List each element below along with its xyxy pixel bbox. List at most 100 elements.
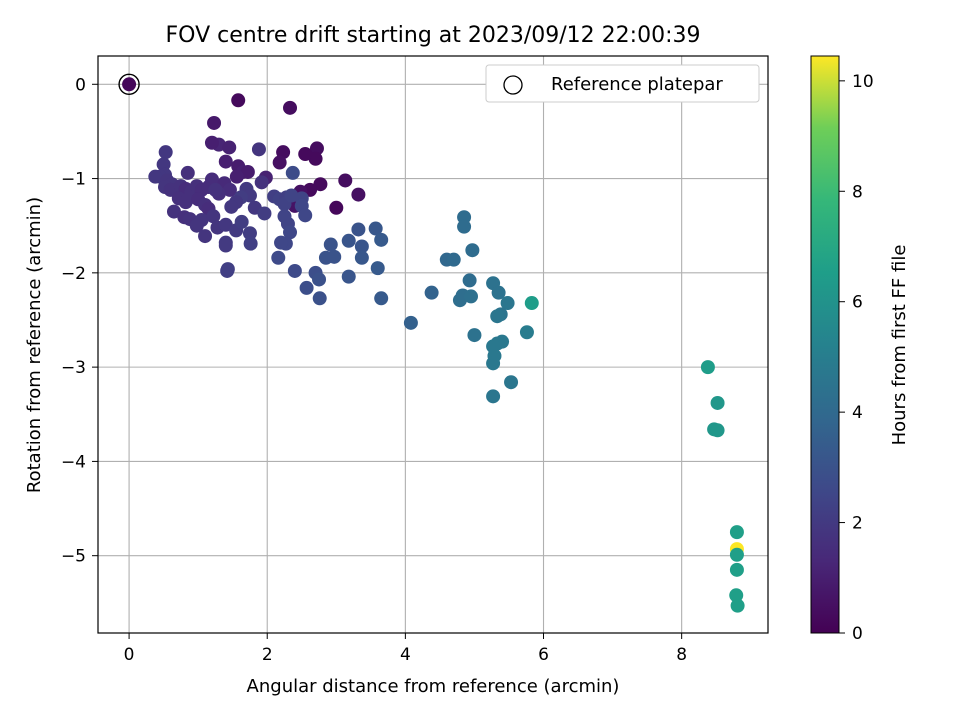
data-point	[500, 296, 515, 311]
data-point	[254, 175, 269, 190]
data-point	[231, 93, 246, 108]
data-point	[218, 238, 233, 253]
data-point	[491, 285, 506, 300]
legend: Reference platepar	[485, 64, 760, 103]
data-point	[207, 115, 222, 130]
data-point	[710, 395, 725, 410]
data-point	[329, 200, 344, 215]
data-point	[312, 272, 327, 287]
data-point	[403, 315, 418, 330]
data-point	[729, 588, 744, 603]
colorbar-tick-label: 4	[852, 403, 863, 423]
data-point	[490, 309, 505, 324]
data-point	[462, 273, 477, 288]
x-tick-label: 6	[538, 645, 549, 665]
data-point	[341, 233, 356, 248]
data-point	[452, 293, 467, 308]
x-tick-label: 0	[124, 645, 135, 665]
y-tick-label: −5	[61, 547, 86, 567]
data-point	[206, 209, 221, 224]
data-point	[729, 525, 744, 540]
data-point	[486, 389, 501, 404]
plot-frame	[97, 55, 769, 634]
data-point	[313, 177, 328, 192]
data-point	[298, 208, 313, 223]
y-axis-ticks: 0 −1 −2 −3 −4 −5	[61, 75, 98, 567]
data-point	[729, 562, 744, 577]
plot-area: 0 2 4 6 8 0 −1 −2 −3 −4 −5	[61, 55, 769, 665]
colorbar-ticks: 0 2 4 6 8 10	[839, 72, 874, 644]
data-point	[309, 141, 324, 156]
data-point	[222, 182, 237, 197]
data-point	[463, 289, 478, 304]
data-point	[338, 173, 353, 188]
data-point	[374, 232, 389, 247]
data-point	[156, 157, 171, 172]
data-point	[354, 250, 369, 265]
data-point	[710, 423, 725, 438]
data-point	[204, 135, 219, 150]
data-point	[467, 328, 482, 343]
data-point	[274, 235, 289, 250]
x-tick-label: 2	[262, 645, 273, 665]
colorbar: 0 2 4 6 8 10 Hours from first FF file	[810, 55, 910, 644]
data-point	[370, 261, 385, 276]
y-tick-label: −3	[61, 358, 86, 378]
reference-platepar-marker	[118, 73, 140, 95]
data-point	[220, 262, 235, 277]
data-point	[374, 291, 389, 306]
data-point	[504, 375, 519, 390]
data-point	[283, 100, 298, 115]
data-point	[351, 187, 366, 202]
x-axis-ticks: 0 2 4 6 8	[124, 633, 687, 665]
data-point	[524, 296, 539, 311]
colorbar-tick-label: 10	[852, 72, 874, 92]
data-point	[299, 280, 314, 295]
data-point	[285, 165, 300, 180]
data-point	[240, 164, 255, 179]
data-point	[351, 222, 366, 237]
colorbar-label: Hours from first FF file	[889, 245, 910, 446]
data-point	[341, 269, 356, 284]
data-point	[158, 145, 173, 160]
colorbar-tick-label: 6	[852, 293, 863, 313]
data-point	[122, 77, 137, 92]
data-point	[208, 182, 223, 197]
data-point	[272, 155, 287, 170]
data-point	[327, 249, 342, 264]
data-point	[218, 217, 233, 232]
data-point	[368, 221, 383, 236]
data-point	[166, 204, 181, 219]
x-tick-label: 8	[676, 645, 687, 665]
data-point	[424, 285, 439, 300]
data-points	[118, 73, 745, 613]
data-point	[198, 229, 213, 244]
data-point	[465, 243, 480, 258]
legend-label: Reference platepar	[551, 74, 723, 95]
data-point	[189, 218, 204, 233]
grid-lines	[98, 56, 768, 633]
y-tick-label: −1	[61, 170, 86, 190]
chart-title: FOV centre drift starting at 2023/09/12 …	[166, 23, 701, 48]
data-point	[243, 236, 258, 251]
data-point	[519, 325, 534, 340]
data-point	[446, 252, 461, 267]
y-tick-label: 0	[75, 75, 86, 95]
x-axis-label: Angular distance from reference (arcmin)	[247, 676, 620, 697]
data-point	[242, 226, 257, 241]
data-point	[700, 360, 715, 375]
data-point	[486, 356, 501, 371]
data-point	[251, 142, 266, 157]
data-point	[234, 214, 249, 229]
colorbar-tick-label: 2	[852, 514, 863, 534]
data-point	[224, 199, 239, 214]
data-point	[218, 154, 233, 169]
data-point	[283, 225, 298, 240]
colorbar-tick-label: 0	[852, 624, 863, 644]
data-point	[222, 140, 237, 155]
x-tick-label: 4	[400, 645, 411, 665]
data-point	[354, 239, 369, 254]
data-point	[730, 598, 745, 613]
y-tick-label: −2	[61, 264, 86, 284]
